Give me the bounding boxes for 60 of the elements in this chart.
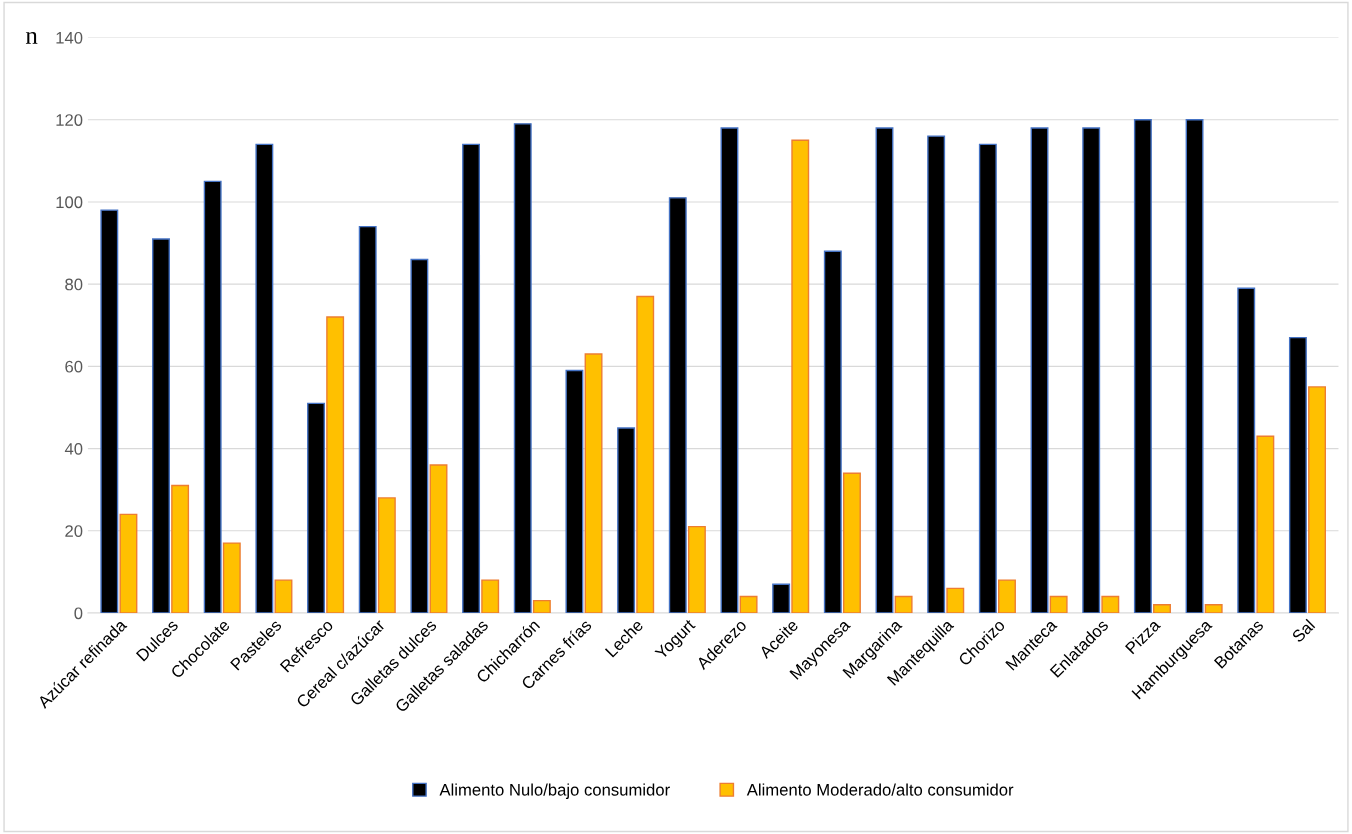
bar [358,225,377,613]
bar [152,238,170,613]
bar [636,295,655,613]
y-tick-label: 80 [65,278,83,291]
bar [842,472,861,613]
bar [513,123,532,613]
bar [565,369,584,613]
bar [429,464,448,613]
y-tick-label: 120 [56,114,83,126]
bar [687,525,706,613]
bar [222,542,241,613]
y-tick-label: 20 [65,525,83,537]
bar [377,497,396,613]
bar [617,427,636,613]
bar [481,579,500,613]
y-tick-label: 60 [65,360,83,373]
bar [1308,386,1326,613]
y-tick-label: 140 [56,31,83,44]
legend-label: Alimento Moderado/alto consumidor [746,783,1014,796]
bar [894,595,913,613]
bar [875,127,894,613]
bar [326,316,345,613]
x-tick-label: Sal [1290,618,1316,644]
bar [1153,604,1171,613]
y-tick-label: 0 [74,607,83,620]
bar [1030,127,1049,613]
bar [772,583,791,613]
y-tick-label: 40 [64,442,83,455]
bar [998,579,1016,613]
y-tick-label: 100 [56,196,83,209]
bar [1082,127,1101,613]
bar [946,587,965,613]
bar [171,484,190,613]
bar [410,258,429,613]
y-axis-title: n [25,31,38,44]
bar [739,595,758,613]
bar [584,353,603,613]
bar [203,180,222,613]
bar [823,250,842,613]
bar [307,402,326,613]
bar [119,513,138,613]
bar [927,135,946,613]
bar [1288,336,1307,613]
bar [1133,119,1152,613]
bar [1101,595,1120,613]
bar [1237,287,1256,613]
bar [462,143,481,613]
bar [100,209,119,613]
bar [255,143,274,613]
bar [532,599,551,613]
bar [1256,435,1275,613]
bar [668,197,687,613]
bar [720,127,739,613]
bar [1185,119,1204,613]
bar [1204,604,1223,613]
bar [1049,595,1068,613]
legend-label: Alimento Nulo/bajo consumidor [439,783,670,799]
bar [791,139,810,613]
bar [978,143,997,613]
bar [274,579,293,613]
